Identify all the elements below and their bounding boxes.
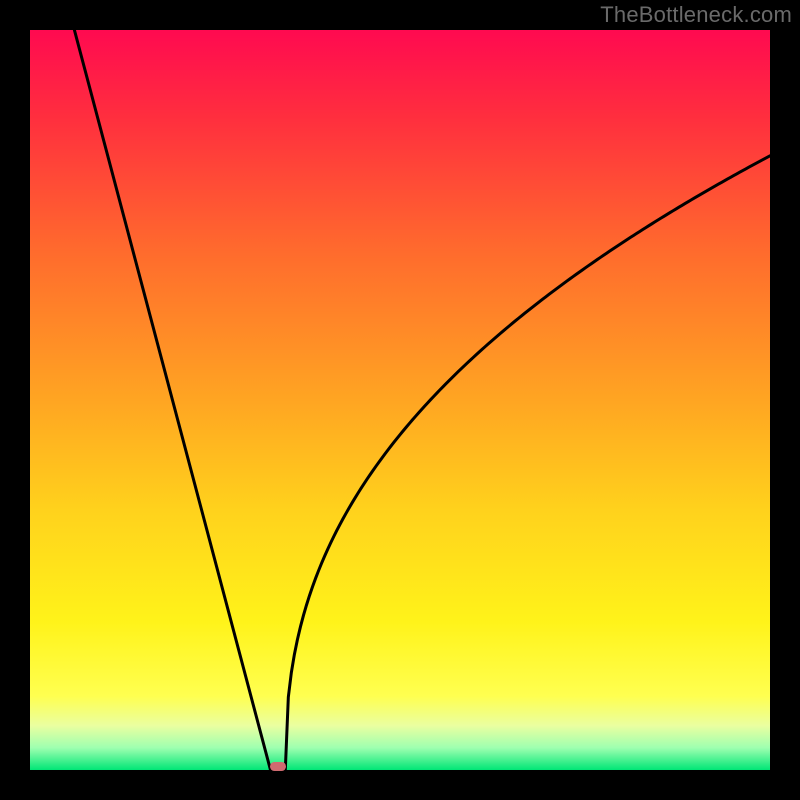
watermark-text: TheBottleneck.com — [600, 2, 792, 28]
bottleneck-curve — [30, 30, 770, 770]
optimum-marker — [270, 762, 286, 771]
plot-area — [30, 30, 770, 770]
chart-container: TheBottleneck.com — [0, 0, 800, 800]
